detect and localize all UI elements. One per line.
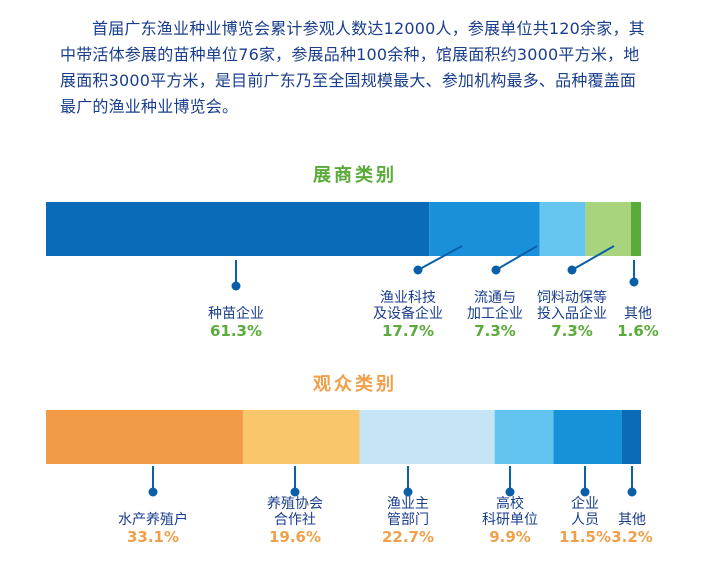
category-label: 及设备企业 xyxy=(373,305,443,322)
value-label: 19.6% xyxy=(269,528,321,546)
category-label: 流通与 xyxy=(474,290,516,306)
leader-line xyxy=(571,245,615,271)
bar-segment xyxy=(539,202,586,256)
category-label: 合作社 xyxy=(274,512,316,528)
leader-line xyxy=(495,245,538,271)
bar-segment xyxy=(242,410,360,464)
bar-segment xyxy=(494,410,554,464)
category-label: 其他 xyxy=(618,512,646,528)
category-label: 渔业主 xyxy=(387,496,429,512)
intro-paragraph: 首届广东渔业种业博览会累计参观人数达12000人，参展单位共120余家，其中带活… xyxy=(60,19,645,116)
leader-dot xyxy=(413,265,423,275)
value-label: 9.9% xyxy=(489,528,531,546)
leader-dot xyxy=(290,487,300,497)
bar-segment xyxy=(553,410,622,464)
value-label: 1.6% xyxy=(617,322,659,340)
category-label: 饲料动保等 xyxy=(537,289,607,306)
leader-dot xyxy=(629,277,639,287)
category-label: 企业 xyxy=(571,495,599,512)
value-label: 61.3% xyxy=(210,322,262,340)
value-label: 22.7% xyxy=(382,528,434,546)
chart-title: 观众类别 xyxy=(313,373,397,395)
bar-segment xyxy=(359,410,495,464)
leader-dot xyxy=(505,487,515,497)
bar-segment xyxy=(429,202,540,256)
category-label: 科研单位 xyxy=(482,512,538,528)
bar-segment xyxy=(46,410,243,464)
category-label: 水产养殖户 xyxy=(118,511,188,528)
category-label: 渔业科技 xyxy=(380,290,436,306)
category-label: 养殖协会 xyxy=(267,495,323,512)
bar-segment xyxy=(585,202,631,256)
value-label: 3.2% xyxy=(611,528,653,546)
leader-dot xyxy=(231,281,241,291)
chart-title: 展商类别 xyxy=(313,164,397,186)
value-label: 7.3% xyxy=(474,322,516,340)
category-label: 投入品企业 xyxy=(537,305,607,322)
category-label: 人员 xyxy=(571,512,599,528)
category-label: 加工企业 xyxy=(467,305,523,322)
leader-dot xyxy=(148,487,158,497)
bar-segment xyxy=(631,202,641,256)
value-label: 11.5% xyxy=(559,528,611,546)
value-label: 7.3% xyxy=(551,322,593,340)
category-label: 种苗企业 xyxy=(208,305,264,322)
leader-line xyxy=(417,245,463,271)
leader-dot xyxy=(627,487,637,497)
value-label: 33.1% xyxy=(127,528,179,546)
category-label: 管部门 xyxy=(387,512,429,528)
leader-dot xyxy=(403,487,413,497)
leader-dot xyxy=(567,265,577,275)
leader-dot xyxy=(491,265,501,275)
category-label: 高校 xyxy=(496,495,524,512)
value-label: 17.7% xyxy=(382,322,434,340)
category-label: 其他 xyxy=(624,306,652,322)
bar-segment xyxy=(621,410,641,464)
leader-dot xyxy=(580,487,590,497)
bar-segment xyxy=(46,202,430,256)
